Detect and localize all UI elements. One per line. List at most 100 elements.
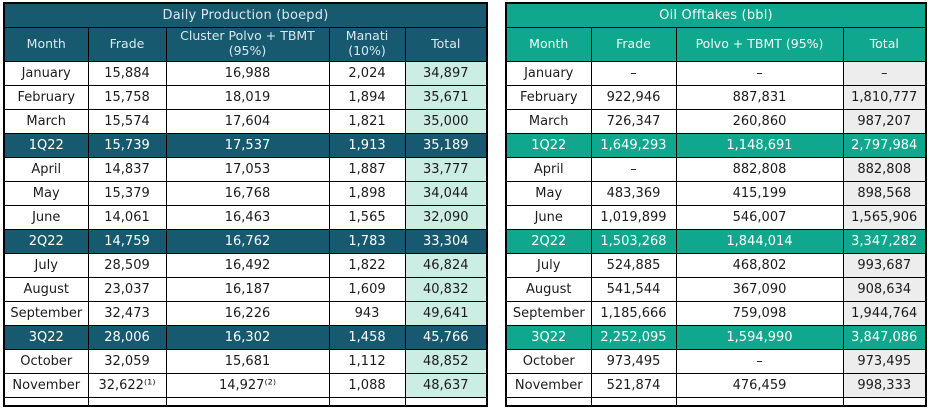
value-cell: 1,185,666: [590, 300, 677, 326]
total-cell: 33,304: [404, 228, 488, 254]
empty-cell: [842, 396, 927, 407]
empty-cell: [590, 396, 677, 407]
value-cell: –: [675, 60, 844, 86]
value-cell: 16,768: [165, 180, 330, 206]
table-row: September 1,185,666 759,098 1,944,764: [505, 300, 927, 326]
value-cell: 1,821: [328, 108, 406, 134]
total-cell: 33,777: [404, 156, 488, 182]
value-cell: 14,927⁽²⁾: [165, 372, 330, 398]
value-cell: 973,495: [590, 348, 677, 374]
total-cell: 998,333: [842, 372, 927, 398]
value-cell: 17,053: [165, 156, 330, 182]
month-cell: October: [3, 348, 89, 374]
month-cell: 2Q22: [3, 228, 89, 254]
value-cell: 922,946: [590, 84, 677, 110]
month-cell: July: [3, 252, 89, 278]
table-title: Oil Offtakes (bbl): [505, 2, 927, 28]
month-cell: June: [505, 204, 592, 230]
quarter-row: 1Q22 15,739 17,537 1,913 35,189: [3, 132, 488, 158]
month-cell: July: [505, 252, 592, 278]
value-cell: 32,059: [87, 348, 167, 374]
value-cell: 28,006: [87, 324, 167, 350]
value-cell: 2,252,095: [590, 324, 677, 350]
column-header: Frade: [87, 26, 167, 62]
value-cell: –: [590, 60, 677, 86]
value-cell: 16,988: [165, 60, 330, 86]
total-cell: 35,671: [404, 84, 488, 110]
value-cell: 415,199: [675, 180, 844, 206]
value-cell: 2,024: [328, 60, 406, 86]
table-row: October 973,495–973,495: [505, 348, 927, 374]
total-cell: 48,637: [404, 372, 488, 398]
table-row: March 726,347 260,860 987,207: [505, 108, 927, 134]
month-cell: March: [3, 108, 89, 134]
table-row: November 32,622⁽¹⁾ 14,927⁽²⁾ 1,088 48,637: [3, 372, 488, 398]
value-cell: 1,913: [328, 132, 406, 158]
value-cell: 14,837: [87, 156, 167, 182]
value-cell: 1,844,014: [675, 228, 844, 254]
value-cell: 1,019,899: [590, 204, 677, 230]
value-cell: 943: [328, 300, 406, 326]
total-cell: 973,495: [842, 348, 927, 374]
value-cell: 726,347: [590, 108, 677, 134]
table-row: April 14,837 17,053 1,887 33,777: [3, 156, 488, 182]
value-cell: 1,112: [328, 348, 406, 374]
quarter-row: 2Q22 1,503,268 1,844,014 3,347,282: [505, 228, 927, 254]
month-cell: November: [505, 372, 592, 398]
total-cell: 1,944,764: [842, 300, 927, 326]
total-cell: 49,641: [404, 300, 488, 326]
value-cell: 541,544: [590, 276, 677, 302]
value-cell: 1,887: [328, 156, 406, 182]
month-cell: September: [3, 300, 89, 326]
value-cell: 882,808: [675, 156, 844, 182]
quarter-row: 2Q22 14,759 16,762 1,783 33,304: [3, 228, 488, 254]
total-cell: 35,189: [404, 132, 488, 158]
column-header: Month: [3, 26, 89, 62]
value-cell: 1,594,990: [675, 324, 844, 350]
value-cell: 521,874: [590, 372, 677, 398]
value-cell: 1,088: [328, 372, 406, 398]
total-cell: –: [842, 60, 927, 86]
value-cell: 32,473: [87, 300, 167, 326]
value-cell: 15,574: [87, 108, 167, 134]
quarter-row: 3Q22 2,252,095 1,594,990 3,847,086: [505, 324, 927, 350]
empty-cell: [87, 396, 167, 407]
table-row: August 541,544 367,090 908,634: [505, 276, 927, 302]
total-cell: 34,897: [404, 60, 488, 86]
value-cell: 16,226: [165, 300, 330, 326]
value-cell: 14,759: [87, 228, 167, 254]
value-cell: 1,894: [328, 84, 406, 110]
total-cell: 2,797,984: [842, 132, 927, 158]
value-cell: 17,604: [165, 108, 330, 134]
table-row: May 483,369 415,199 898,568: [505, 180, 927, 206]
month-cell: August: [3, 276, 89, 302]
column-header: Polvo + TBMT (95%): [675, 26, 844, 62]
month-cell: October: [505, 348, 592, 374]
column-header: Total: [404, 26, 488, 62]
quarter-row: 1Q22 1,649,293 1,148,691 2,797,984: [505, 132, 927, 158]
value-cell: 524,885: [590, 252, 677, 278]
month-cell: February: [505, 84, 592, 110]
month-cell: 2Q22: [505, 228, 592, 254]
clipped-row: [505, 396, 927, 407]
table-title: Daily Production (boepd): [3, 2, 488, 28]
table-row: February 15,758 18,019 1,894 35,671: [3, 84, 488, 110]
value-cell: 15,379: [87, 180, 167, 206]
month-cell: November: [3, 372, 89, 398]
month-cell: January: [3, 60, 89, 86]
empty-cell: [328, 396, 406, 407]
table-row: February 922,946 887,831 1,810,777: [505, 84, 927, 110]
value-cell: 1,565: [328, 204, 406, 230]
total-cell: 898,568: [842, 180, 927, 206]
table-row: September 32,473 16,226 943 49,641: [3, 300, 488, 326]
month-cell: September: [505, 300, 592, 326]
value-cell: 23,037: [87, 276, 167, 302]
value-cell: 1,458: [328, 324, 406, 350]
value-cell: 15,884: [87, 60, 167, 86]
value-cell: –: [675, 348, 844, 374]
month-cell: 3Q22: [505, 324, 592, 350]
column-header: Cluster Polvo + TBMT (95%): [165, 26, 330, 62]
total-cell: 32,090: [404, 204, 488, 230]
value-cell: 546,007: [675, 204, 844, 230]
